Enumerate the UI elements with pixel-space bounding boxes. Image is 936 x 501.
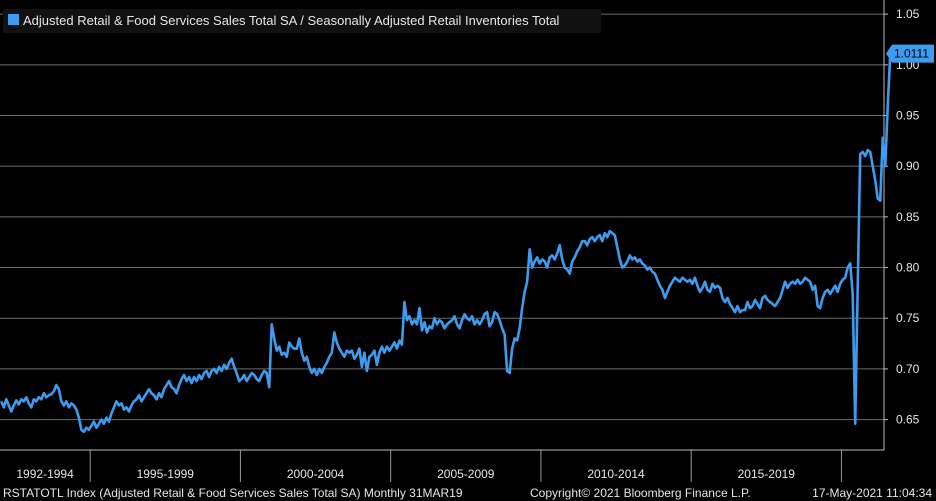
axes	[0, 0, 885, 451]
x-category-label: 2010-2014	[587, 467, 645, 481]
legend-label: Adjusted Retail & Food Services Sales To…	[23, 13, 560, 28]
footer-ticker: RSTATOTL Index (Adjusted Retail & Food S…	[3, 486, 463, 500]
y-tick-label: 1.05	[896, 7, 920, 21]
y-tick-label: 0.80	[896, 261, 920, 275]
footer-timestamp: 17-May-2021 11:04:34	[812, 486, 932, 500]
y-tick-label: 0.70	[896, 362, 920, 376]
x-category-label: 2000-2004	[287, 467, 345, 481]
x-category-label: 1995-1999	[137, 467, 195, 481]
footer-copyright: Copyright© 2021 Bloomberg Finance L.P.	[530, 486, 751, 500]
series-line	[0, 53, 892, 434]
y-tick-label: 0.95	[896, 109, 920, 123]
y-tick-label: 0.85	[896, 210, 920, 224]
series-layer	[0, 53, 892, 434]
x-category-label: 2015-2019	[738, 467, 796, 481]
last-value-tag	[886, 44, 934, 63]
x-axis-categories: 1992-1994 1995-1999 2000-2004 2005-2009 2010…	[16, 450, 842, 482]
footer: RSTATOTL Index (Adjusted Retail & Food S…	[3, 486, 932, 500]
y-tick-label: 0.90	[896, 159, 920, 173]
legend: Adjusted Retail & Food Services Sales To…	[3, 9, 601, 33]
last-value-marker: 1.0111	[886, 44, 934, 63]
last-value-label: 1.0111	[894, 47, 929, 61]
y-tick-label: 0.75	[896, 311, 920, 325]
x-category-label: 2005-2009	[437, 467, 495, 481]
legend-swatch	[8, 14, 19, 25]
x-category-label: 1992-1994	[16, 467, 74, 481]
legend-box	[3, 9, 601, 33]
y-tick-label: 0.65	[896, 413, 920, 427]
